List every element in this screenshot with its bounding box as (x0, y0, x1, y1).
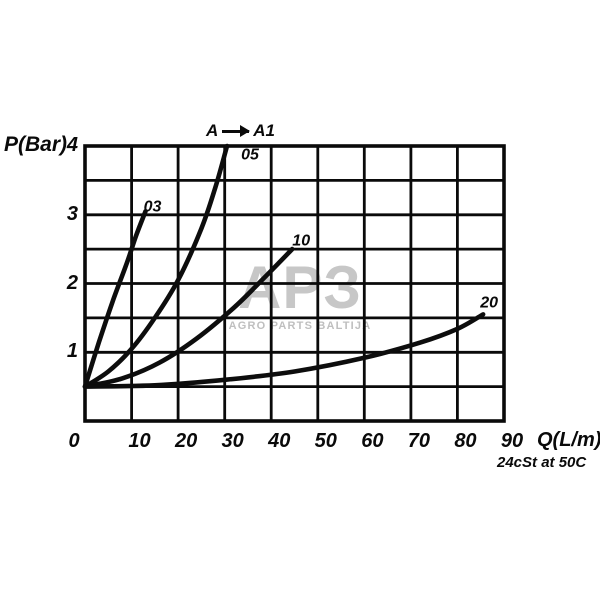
x-tick-20: 20 (174, 430, 198, 452)
section-annotation: A A1 (206, 121, 275, 141)
x-tick-30: 30 (221, 430, 244, 452)
curve-05 (82, 143, 230, 389)
x-tick-90: 90 (500, 430, 524, 452)
x-tick-10: 10 (128, 430, 151, 452)
viscosity-note: 24cSt at 50C (497, 454, 587, 471)
grid-lines (85, 146, 504, 421)
watermark: APЗ AGRO PARTS BALTIJA (170, 254, 430, 333)
x-tick-0: 0 (68, 430, 80, 452)
curve-03 (82, 209, 148, 389)
arrow-right-icon (222, 125, 251, 138)
apb-logo: APЗ (238, 254, 362, 321)
watermark-subtitle: AGRO PARTS BALTIJA (228, 320, 372, 332)
annotation-from: A (206, 121, 219, 140)
x-tick-70: 70 (407, 430, 430, 452)
curve-label-03: 03 (143, 198, 162, 216)
x-tick-50: 50 (314, 430, 337, 452)
annotation-to: A1 (253, 121, 276, 140)
y-tick-3: 3 (66, 202, 78, 225)
y-tick-2: 2 (66, 271, 78, 294)
curve-label-05: 05 (241, 146, 259, 164)
y-axis-title: P(Bar) (4, 133, 68, 156)
y-tick-4: 4 (66, 134, 78, 156)
curve-label-20: 20 (480, 294, 498, 312)
x-tick-60: 60 (361, 430, 384, 452)
x-axis-title: Q(L/m) (537, 429, 600, 451)
curve-20 (82, 312, 486, 389)
plot-border (83, 144, 506, 423)
x-tick-80: 80 (454, 430, 477, 452)
curve-10 (82, 246, 295, 389)
x-tick-40: 40 (268, 430, 291, 452)
curve-label-10: 10 (292, 232, 311, 250)
y-tick-1: 1 (66, 340, 78, 363)
